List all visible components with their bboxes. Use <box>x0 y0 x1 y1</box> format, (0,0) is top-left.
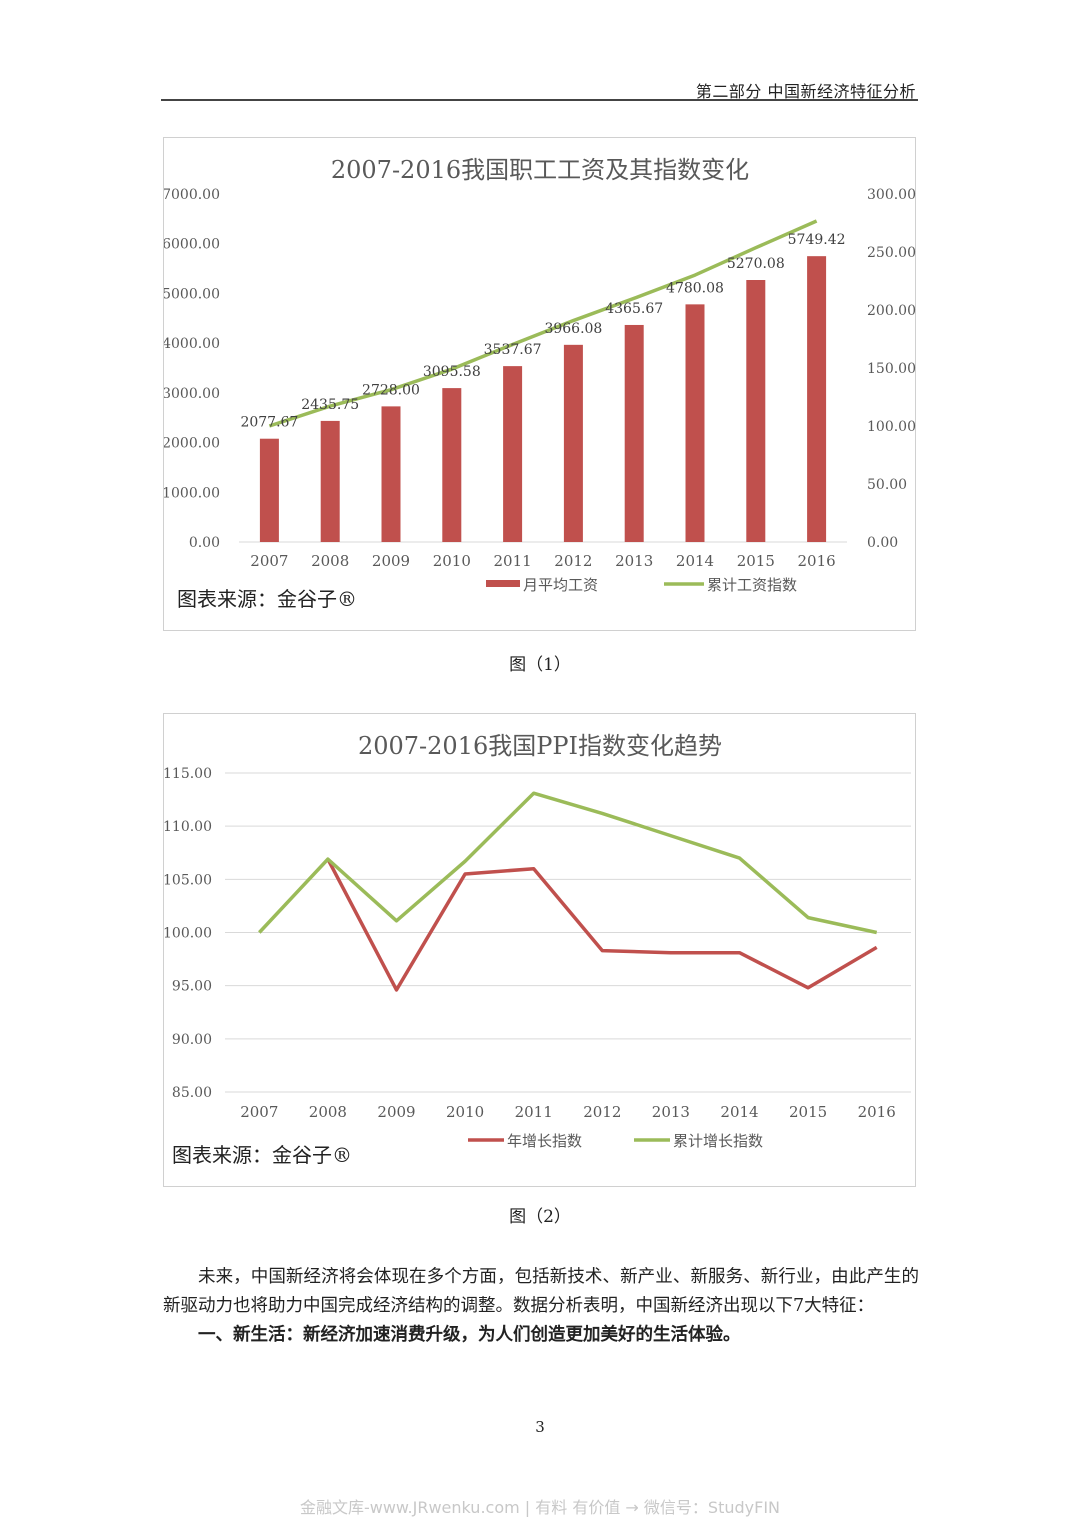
y-tick-label: 115.00 <box>164 766 212 782</box>
x-tick-label: 2011 <box>515 1103 553 1121</box>
body-text: 未来，中国新经济将会体现在多个方面，包括新技术、新产业、新服务、新行业，由此产生… <box>163 1263 919 1350</box>
data-label: 3537.67 <box>484 342 542 358</box>
figure2-caption: 图（2） <box>509 1207 571 1227</box>
y-right-tick-label: 200.00 <box>867 303 916 319</box>
y-tick-label: 100.00 <box>164 926 212 942</box>
data-label: 4780.08 <box>666 280 724 296</box>
x-tick-label: 2008 <box>311 552 349 570</box>
y-right-tick-label: 150.00 <box>867 361 916 377</box>
ppi-chart-svg: 2007-2016我国PPI指数变化趋势 85.00 90.00 95.00 100.0… <box>164 732 911 1167</box>
data-label: 5749.42 <box>788 232 846 248</box>
bar <box>442 388 462 542</box>
y-right-tick-label: 0.00 <box>867 535 898 551</box>
bar <box>320 420 340 542</box>
ppi-chart: 2007-2016我国PPI指数变化趋势 85.00 90.00 95.00 100.0… <box>163 713 916 1187</box>
y-left-tick-label: 1000.00 <box>164 485 220 501</box>
wage-chart: 2007-2016我国职工工资及其指数变化 0.00 1000.00 2000.00 3… <box>163 137 916 631</box>
watermark: 金融文库-www.JRwenku.com | 有料 有价值 → 微信号：Stud… <box>299 1498 781 1517</box>
y-tick-label: 95.00 <box>172 979 212 995</box>
data-label: 3095.58 <box>423 364 481 380</box>
legend-line-label: 累计工资指数 <box>707 576 797 594</box>
legend-label: 年增长指数 <box>507 1132 582 1150</box>
series-line <box>326 858 878 992</box>
section-heading: 一、新生活：新经济加速消费升级，为人们创造更加美好的生活体验。 <box>198 1325 741 1345</box>
chart-source: 图表来源：金谷子® <box>177 587 357 611</box>
y-left-tick-label: 7000.00 <box>164 187 220 203</box>
chart-title: 2007-2016我国PPI指数变化趋势 <box>358 732 722 760</box>
y-tick-label: 105.00 <box>164 872 212 888</box>
x-tick-label: 2014 <box>720 1103 758 1121</box>
x-tick-label: 2012 <box>554 552 592 570</box>
x-tick-label: 2014 <box>676 552 714 570</box>
x-tick-label: 2007 <box>250 552 288 570</box>
page-number: 3 <box>535 1418 545 1436</box>
y-left-tick-label: 3000.00 <box>164 386 220 402</box>
data-label: 2077.67 <box>240 415 298 431</box>
legend-bar-swatch <box>486 580 520 587</box>
legend-label: 累计增长指数 <box>673 1132 763 1150</box>
y-tick-label: 90.00 <box>172 1032 212 1048</box>
header-title: 第二部分 中国新经济特征分析 <box>695 82 916 101</box>
x-tick-label: 2015 <box>789 1103 827 1121</box>
bar <box>807 256 827 542</box>
figure1-caption: 图（1） <box>509 655 571 675</box>
y-left-tick-label: 0.00 <box>189 535 220 551</box>
y-left-tick-label: 4000.00 <box>164 336 220 352</box>
x-tick-label: 2009 <box>377 1103 415 1121</box>
y-left-tick-label: 6000.00 <box>164 237 220 253</box>
x-tick-label: 2008 <box>309 1103 347 1121</box>
x-tick-label: 2009 <box>372 552 410 570</box>
y-tick-label: 110.00 <box>164 819 212 835</box>
data-label: 3966.08 <box>544 321 602 337</box>
bar <box>503 366 523 542</box>
body-paragraph: 未来，中国新经济将会体现在多个方面，包括新技术、新产业、新服务、新行业，由此产生… <box>163 1267 919 1316</box>
y-left-tick-label: 5000.00 <box>164 286 220 302</box>
bar <box>624 324 644 542</box>
y-right-tick-label: 300.00 <box>867 187 916 203</box>
x-tick-label: 2007 <box>240 1103 278 1121</box>
x-tick-label: 2013 <box>615 552 653 570</box>
bar <box>685 304 705 542</box>
x-tick-label: 2011 <box>494 552 532 570</box>
series-line <box>258 791 878 935</box>
x-tick-label: 2015 <box>737 552 775 570</box>
x-tick-label: 2010 <box>446 1103 484 1121</box>
y-right-tick-label: 50.00 <box>867 477 907 493</box>
y-tick-label: 85.00 <box>172 1085 212 1101</box>
y-right-tick-label: 100.00 <box>867 419 916 435</box>
header-rule <box>161 99 918 101</box>
x-tick-label: 2016 <box>798 552 836 570</box>
data-label: 2435.75 <box>301 397 359 413</box>
y-left-tick-label: 2000.00 <box>164 436 220 452</box>
x-tick-label: 2016 <box>858 1103 896 1121</box>
bar <box>563 344 583 542</box>
data-label: 4365.67 <box>605 301 663 317</box>
x-tick-label: 2012 <box>583 1103 621 1121</box>
series-line <box>268 219 818 428</box>
bar <box>259 438 279 542</box>
data-label: 2728.00 <box>362 382 420 398</box>
chart-source: 图表来源：金谷子® <box>172 1143 352 1167</box>
legend-bar-label: 月平均工资 <box>523 576 598 594</box>
wage-chart-svg: 2007-2016我国职工工资及其指数变化 0.00 1000.00 2000.00 3… <box>164 156 916 611</box>
x-tick-label: 2013 <box>652 1103 690 1121</box>
chart-title: 2007-2016我国职工工资及其指数变化 <box>331 156 749 184</box>
x-tick-label: 2010 <box>433 552 471 570</box>
bar <box>746 280 766 542</box>
data-label: 5270.08 <box>727 256 785 272</box>
y-right-tick-label: 250.00 <box>867 245 916 261</box>
bar <box>381 406 401 542</box>
